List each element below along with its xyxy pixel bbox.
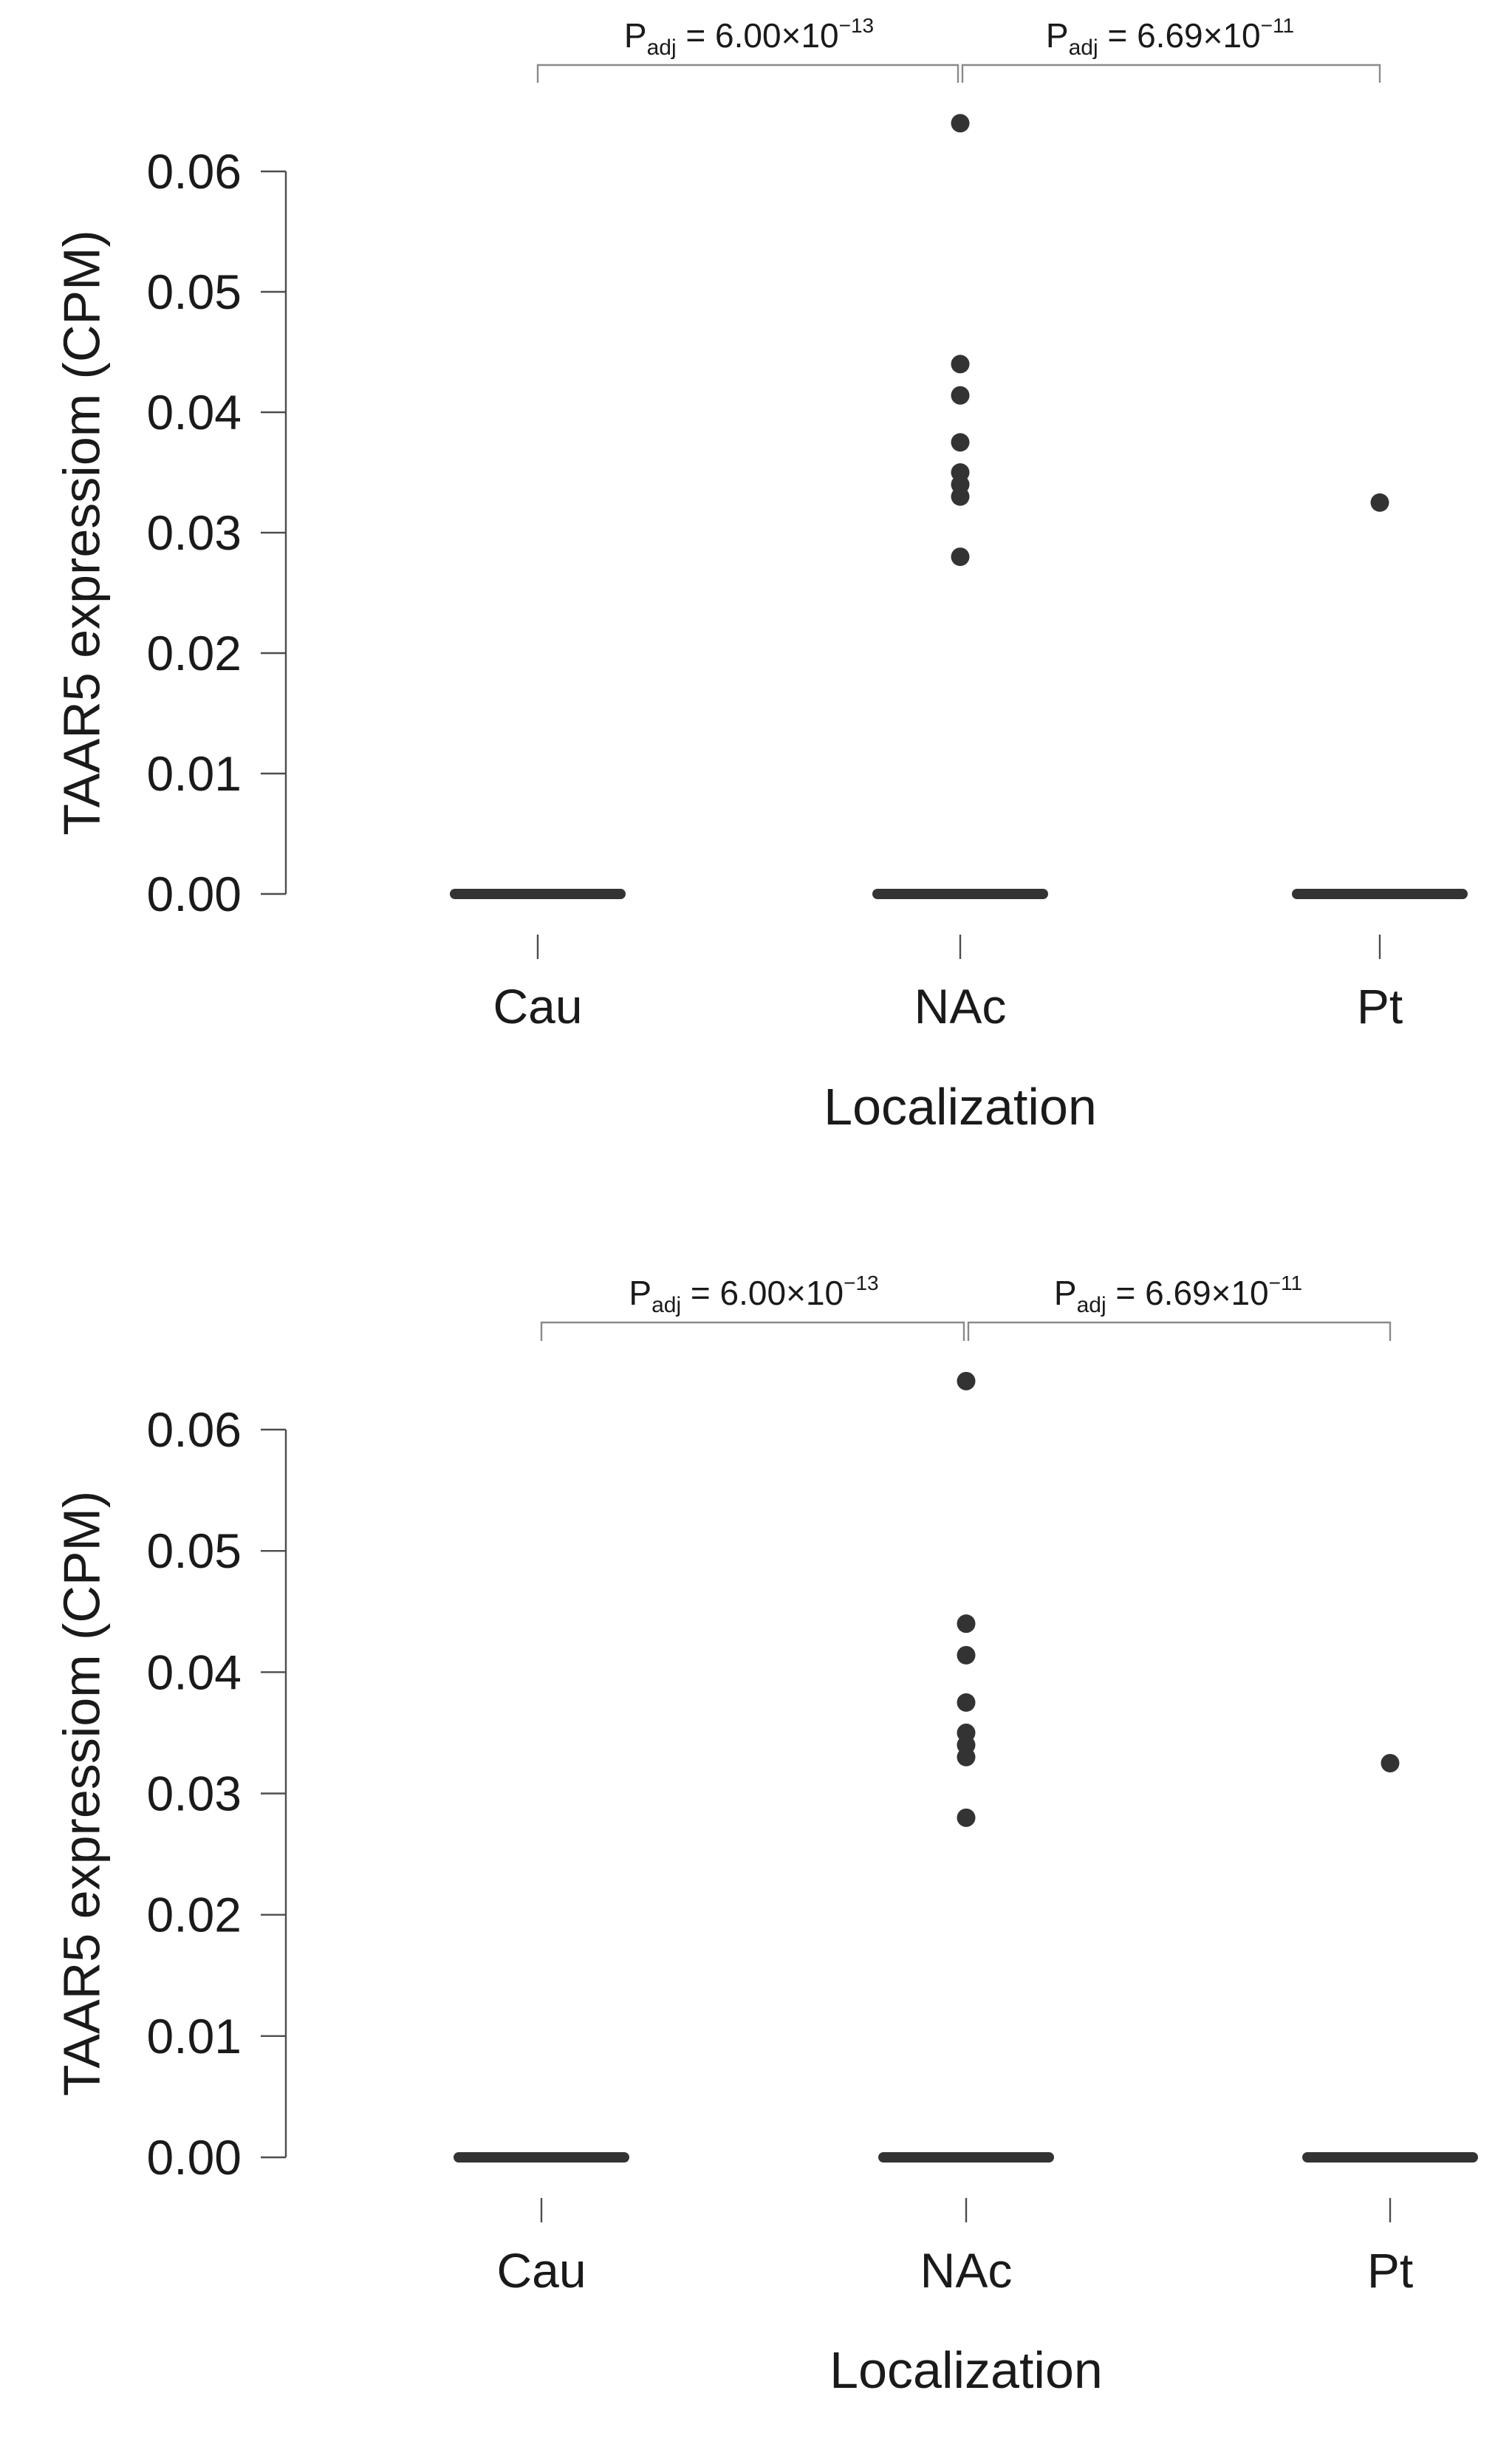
y-tick-label: 0.03 xyxy=(147,505,242,560)
data-point xyxy=(951,547,970,567)
chart-panel-2: 0.00 0.01 0.02 0.03 0.04 0.05 0.06 TAAR5 expres… xyxy=(53,1272,1478,2399)
p-value-annotation: Padj = 6.00×10−13 xyxy=(624,14,874,60)
y-axis-title: TAAR5 expressiom (CPM) xyxy=(53,230,111,835)
y-tick-label: 0.01 xyxy=(147,2009,242,2064)
y-tick-label: 0.01 xyxy=(147,746,242,801)
y-tick-label: 0.05 xyxy=(147,264,242,319)
data-point xyxy=(957,1693,976,1712)
data-point xyxy=(951,355,970,374)
x-axis-title: Localization xyxy=(824,1078,1097,1136)
significance-bracket xyxy=(961,64,1381,83)
p-value-annotation: Padj = 6.00×10−13 xyxy=(629,1272,878,1317)
x-axis-title: Localization xyxy=(829,2341,1103,2399)
y-tick-label: 0.04 xyxy=(147,385,242,440)
y-tick-label: 0.04 xyxy=(147,1645,242,1699)
data-point xyxy=(1381,1753,1400,1772)
significance-bracket xyxy=(540,1321,965,1341)
data-point xyxy=(957,1371,976,1390)
data-point xyxy=(957,1645,976,1665)
x-tick-label-pt: Pt xyxy=(1357,979,1403,1034)
significance-bracket xyxy=(536,64,959,83)
x-tick-label-cau: Cau xyxy=(496,2243,586,2298)
x-tick-label-nac: NAc xyxy=(920,2243,1013,2298)
y-tick-label: 0.00 xyxy=(147,867,242,921)
y-tick-label: 0.06 xyxy=(147,1402,242,1457)
y-tick-label: 0.05 xyxy=(147,1523,242,1578)
y-tick-label: 0.00 xyxy=(147,2130,242,2185)
y-tick-label: 0.02 xyxy=(147,1888,242,1942)
chart-panel-1: 0.00 0.01 0.02 0.03 0.04 0.05 0.06 TAAR5 expres… xyxy=(53,14,1468,1136)
y-axis-title: TAAR5 expressiom (CPM) xyxy=(53,1491,111,2096)
data-point xyxy=(951,114,970,133)
data-point xyxy=(951,433,970,452)
data-point xyxy=(951,487,970,506)
y-tick-label: 0.02 xyxy=(147,626,242,680)
data-point xyxy=(1370,493,1389,512)
x-tick-label-nac: NAc xyxy=(914,979,1007,1034)
data-point xyxy=(951,386,970,405)
p-value-annotation: Padj = 6.69×10−11 xyxy=(1046,14,1294,60)
p-value-annotation: Padj = 6.69×10−11 xyxy=(1054,1272,1302,1317)
y-tick-label: 0.06 xyxy=(147,144,242,199)
y-tick-label: 0.03 xyxy=(147,1767,242,1821)
significance-bracket xyxy=(967,1321,1392,1341)
x-tick-label-cau: Cau xyxy=(493,979,582,1034)
data-point xyxy=(957,1747,976,1767)
data-point xyxy=(957,1614,976,1634)
data-point xyxy=(957,1808,976,1827)
x-tick-label-pt: Pt xyxy=(1367,2243,1413,2298)
